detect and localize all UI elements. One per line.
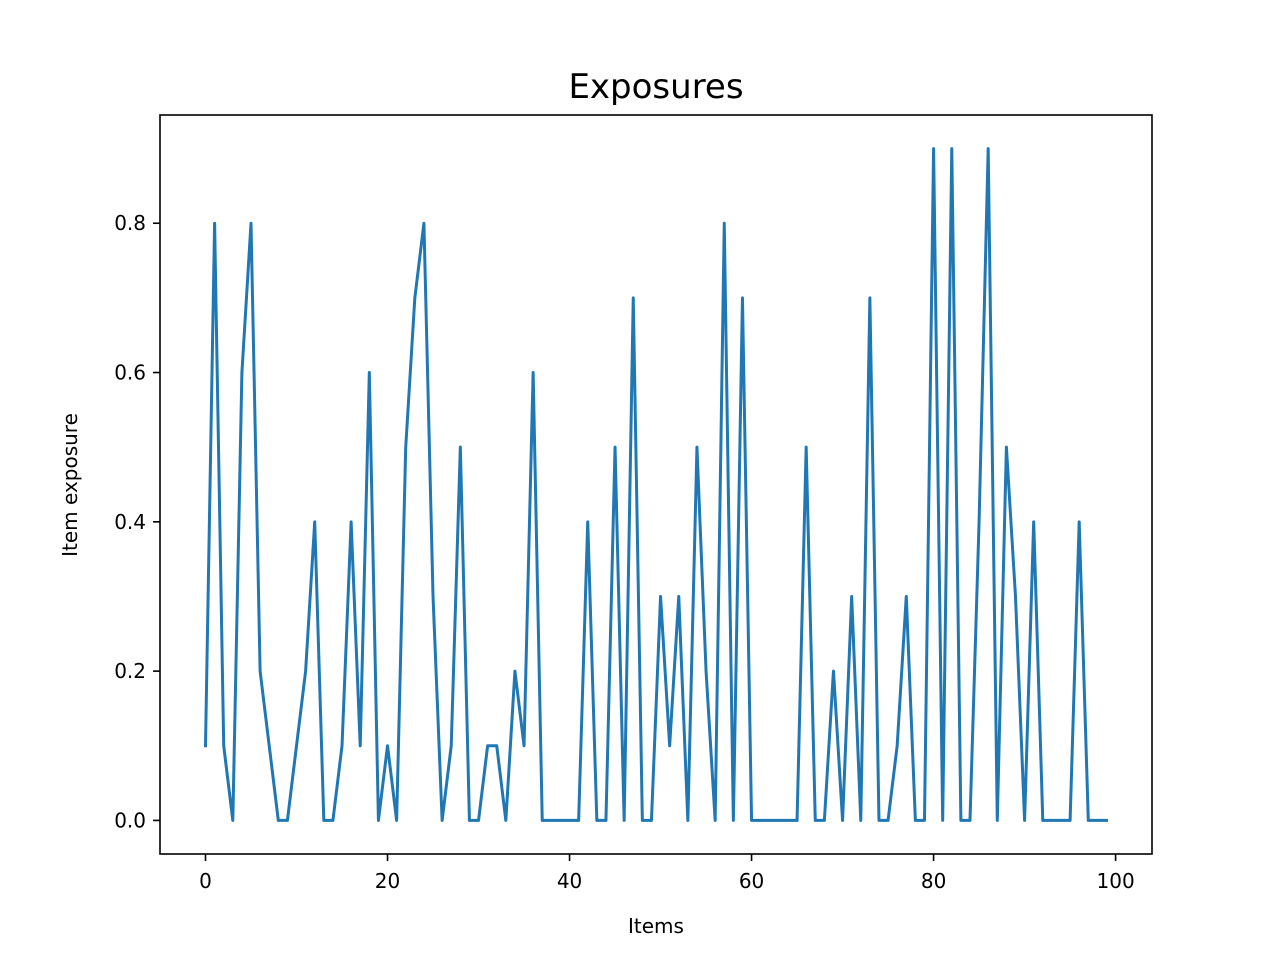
x-tick-label: 20 <box>375 869 400 893</box>
x-tick-label: 0 <box>199 869 212 893</box>
plot-area-frame <box>159 114 1153 855</box>
x-axis-label: Items <box>628 914 684 938</box>
x-axis-ticks: 0 20 40 60 80 100 <box>199 854 1135 893</box>
series-line <box>203 147 1108 822</box>
chart-title: Exposures <box>568 67 743 107</box>
x-tick-label: 40 <box>557 869 582 893</box>
y-axis-ticks: 0.0 0.2 0.4 0.6 0.8 <box>114 211 160 832</box>
y-tick-label: 0.4 <box>114 510 146 534</box>
y-tick-label: 0.0 <box>114 808 146 832</box>
y-tick-label: 0.6 <box>114 361 146 385</box>
y-tick-label: 0.8 <box>114 211 146 235</box>
x-tick-label: 80 <box>921 869 946 893</box>
series-group <box>203 147 1108 822</box>
x-tick-label: 60 <box>739 869 764 893</box>
x-tick-label: 100 <box>1097 869 1135 893</box>
y-tick-label: 0.2 <box>114 659 146 683</box>
y-axis-label: Item exposure <box>58 413 82 557</box>
